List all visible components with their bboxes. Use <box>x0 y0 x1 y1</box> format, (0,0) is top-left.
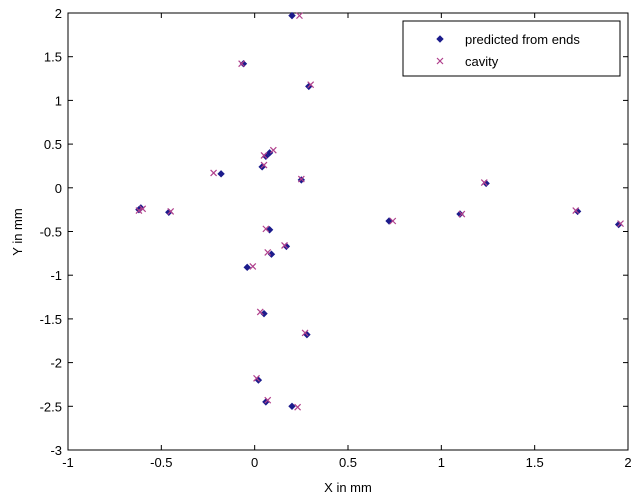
predicted-point <box>297 176 306 184</box>
cavity-point <box>253 374 260 382</box>
cross-stroke <box>249 263 257 270</box>
cavity-point <box>238 60 246 68</box>
y-tick-label: 2 <box>55 6 62 21</box>
cavity-point <box>260 161 268 169</box>
cavity-point <box>167 207 175 215</box>
y-tick-label: -2 <box>50 356 62 371</box>
cross-stroke <box>307 81 315 89</box>
x-tick-label: 1 <box>438 455 445 470</box>
cross-stroke <box>210 169 218 177</box>
cavity-point <box>301 329 309 337</box>
cavity-point <box>135 207 143 214</box>
cross-stroke <box>480 179 488 186</box>
legend: predicted from ends cavity <box>402 20 621 77</box>
cross-stroke <box>294 403 302 411</box>
data-points <box>135 11 624 411</box>
cavity-point <box>294 403 302 411</box>
cross-stroke <box>135 207 143 214</box>
y-tick-label: -1 <box>50 268 62 283</box>
legend-label-cavity: cavity <box>465 54 499 69</box>
predicted-point <box>243 263 251 272</box>
cavity-point <box>139 205 147 213</box>
y-tick-label: 0.5 <box>44 137 62 152</box>
predicted-point <box>239 59 248 68</box>
legend-diamond <box>436 35 444 43</box>
x-tick-label: 2 <box>624 455 631 470</box>
legend-cross <box>436 57 444 65</box>
x-axis-label: X in mm <box>324 480 372 495</box>
cavity-point <box>264 249 272 256</box>
cross-stroke <box>139 205 147 213</box>
y-tick-label: -2.5 <box>40 399 62 414</box>
cross-stroke <box>260 152 268 159</box>
x-tick-label: -0.5 <box>150 455 172 470</box>
y-axis-label: Y in mm <box>10 208 25 255</box>
y-tick-label: 1.5 <box>44 50 62 65</box>
cavity-point <box>297 175 305 183</box>
x-tick-label: 0.5 <box>339 455 357 470</box>
cavity-point <box>281 242 288 249</box>
plot-area <box>67 12 629 451</box>
cross-stroke <box>281 242 288 249</box>
predicted-point <box>260 309 268 318</box>
cavity-point <box>480 179 488 186</box>
cavity-point <box>617 220 624 228</box>
y-tick-label: 1 <box>55 93 62 108</box>
cavity-point <box>256 308 264 316</box>
cavity-point <box>296 12 303 20</box>
cross-stroke <box>262 225 270 233</box>
x-tick-label: -1 <box>62 455 74 470</box>
predicted-point <box>456 210 464 218</box>
cavity-point <box>458 210 466 218</box>
x-tick-label: 1.5 <box>526 455 544 470</box>
cross-stroke <box>617 220 624 228</box>
y-tick-label: -1.5 <box>40 312 62 327</box>
cross-stroke <box>572 207 580 214</box>
cavity-point <box>210 169 218 177</box>
predicted-point <box>267 250 276 258</box>
x-tick-label: 0 <box>251 455 258 470</box>
predicted-point <box>217 170 225 178</box>
cavity-point <box>389 217 397 225</box>
axis-ticks: -1 -0.5 0 0.5 1 1.5 2 2 1.5 1 0.5 0 -0.5 -1 -1.5 -2 -2.5… <box>40 6 632 470</box>
cavity-point <box>260 152 268 159</box>
predicted-point <box>288 402 296 411</box>
cross-stroke <box>264 249 272 256</box>
predicted-point <box>288 11 296 20</box>
cross-stroke <box>238 60 246 68</box>
y-tick-label: 0 <box>55 181 62 196</box>
cavity-point <box>249 263 257 270</box>
cross-stroke <box>296 12 303 20</box>
cross-stroke <box>260 161 268 169</box>
cross-stroke <box>297 175 305 183</box>
y-tick-label: -3 <box>50 443 62 458</box>
cavity-point <box>264 396 272 404</box>
cross-stroke <box>256 308 264 316</box>
cross-stroke <box>301 329 309 337</box>
cross-stroke <box>264 396 272 404</box>
cross-stroke <box>269 146 277 154</box>
cross-stroke <box>458 210 466 218</box>
cross-stroke <box>436 57 444 65</box>
cavity-point <box>269 146 277 154</box>
cavity-point <box>572 207 580 214</box>
legend-marker-predicted <box>436 35 444 43</box>
cross-stroke <box>167 207 175 215</box>
legend-label-predicted: predicted from ends <box>465 32 580 47</box>
legend-box <box>402 20 621 77</box>
cavity-point <box>307 81 315 89</box>
legend-marker-cavity <box>436 57 444 65</box>
cross-stroke <box>389 217 397 225</box>
y-tick-label: -0.5 <box>40 225 62 240</box>
cavity-point <box>262 225 270 233</box>
cross-stroke <box>253 374 260 382</box>
